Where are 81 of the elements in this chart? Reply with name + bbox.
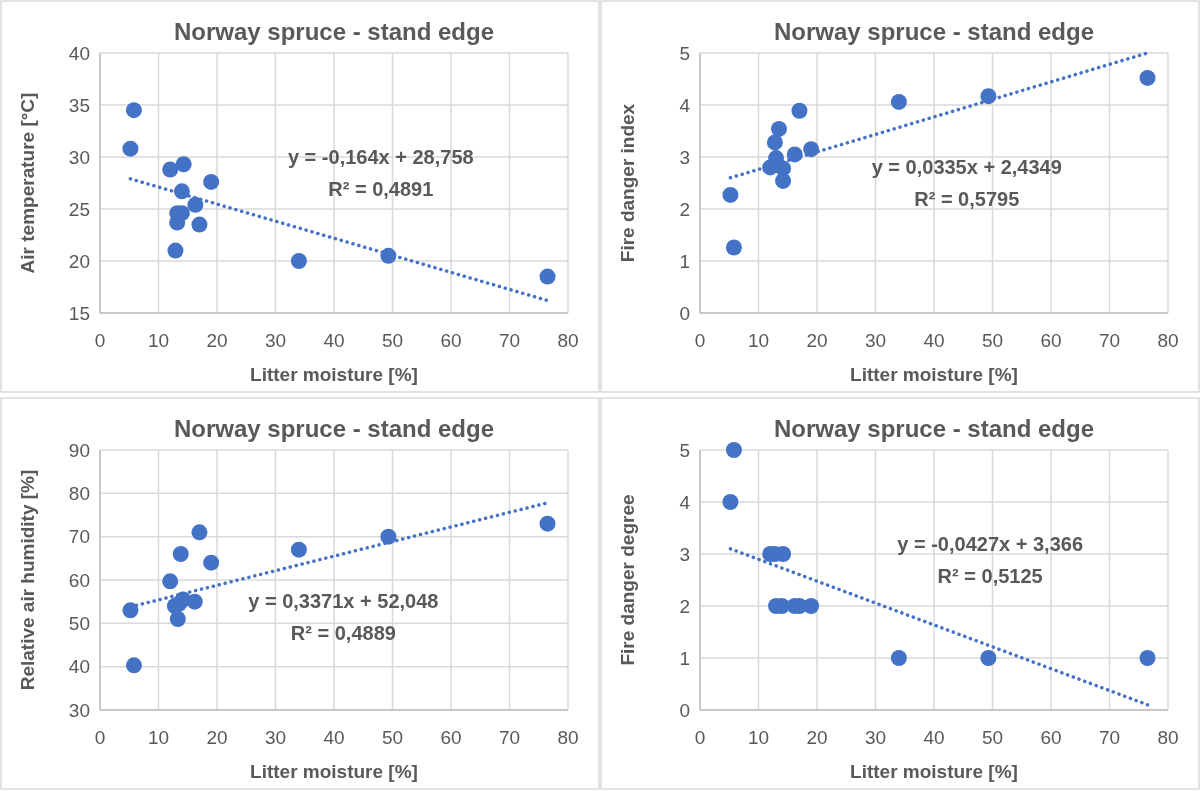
x-tick-label: 40 — [923, 727, 945, 748]
y-tick-label: 30 — [68, 146, 90, 168]
x-tick-label: 20 — [206, 330, 228, 351]
x-tick-label: 0 — [694, 330, 706, 351]
y-tick-label: 2 — [679, 198, 690, 220]
annotation: y = 0,3371x + 52,048 — [248, 589, 439, 612]
annotation: y = -0,164x + 28,758 — [287, 146, 474, 168]
x-tick-label: 80 — [1157, 330, 1179, 351]
x-tick-label: 60 — [440, 727, 462, 748]
x-tick-label: 30 — [264, 727, 287, 748]
y-tick-label: 3 — [679, 543, 690, 565]
x-tick-label: 0 — [94, 727, 106, 748]
x-tick-label: 10 — [747, 727, 770, 748]
y-tick-label: 20 — [68, 250, 90, 272]
x-tick-label: 70 — [1098, 727, 1121, 748]
y-tick-label: 2 — [679, 595, 690, 617]
x-tick-label: 80 — [1157, 727, 1179, 748]
y-tick-label: 90 — [68, 439, 90, 461]
chart-title: Norway spruce - stand edge — [773, 415, 1095, 442]
x-tick-label: 20 — [206, 727, 228, 748]
y-tick-label: 1 — [679, 647, 690, 669]
y-tick-label: 15 — [68, 302, 90, 324]
x-tick-label: 30 — [864, 330, 887, 351]
x-tick-label: 30 — [264, 330, 287, 351]
x-tick-label: 0 — [694, 727, 706, 748]
x-tick-label: 0 — [94, 330, 106, 351]
x-tick-label: 50 — [381, 727, 404, 748]
y-tick-label: 3 — [679, 146, 690, 168]
x-tick-label: 50 — [981, 330, 1004, 351]
x-tick-label: 40 — [323, 727, 345, 748]
y-tick-label: 4 — [679, 94, 691, 116]
x-tick-label: 10 — [147, 727, 170, 748]
x-tick-label: 20 — [806, 727, 828, 748]
y-tick-label: 0 — [679, 699, 690, 721]
x-axis-title: Litter moisture [%] — [250, 761, 418, 782]
x-tick-label: 20 — [806, 330, 828, 351]
x-tick-label: 60 — [440, 330, 462, 351]
y-tick-label: 40 — [68, 42, 90, 64]
y-tick-label: 50 — [68, 612, 90, 634]
y-tick-label: 40 — [68, 656, 90, 678]
annotation: y = -0,0427x + 3,366 — [897, 532, 1084, 555]
y-axis-title: Relative air humidity [%] — [17, 469, 38, 691]
x-tick-label: 40 — [323, 330, 345, 351]
chart-title: Norway spruce - stand edge — [173, 18, 495, 45]
y-axis-title: Fire danger index — [617, 103, 638, 263]
x-axis-title: Litter moisture [%] — [850, 364, 1018, 385]
y-tick-label: 4 — [679, 491, 691, 513]
x-tick-label: 10 — [747, 330, 770, 351]
x-tick-label: 70 — [498, 727, 521, 748]
annotation: y = 0,0335x + 2,4349 — [871, 156, 1062, 179]
chart-title: Norway spruce - stand edge — [173, 415, 495, 442]
annotation: R² = 0,5795 — [914, 188, 1020, 211]
x-tick-label: 10 — [147, 330, 170, 351]
x-tick-label: 50 — [981, 727, 1004, 748]
y-tick-label: 25 — [68, 198, 90, 220]
annotation: R² = 0,5125 — [937, 564, 1043, 587]
x-tick-label: 30 — [864, 727, 887, 748]
y-tick-label: 80 — [68, 482, 90, 504]
y-tick-label: 60 — [68, 569, 90, 591]
x-tick-label: 80 — [557, 330, 579, 351]
x-tick-label: 80 — [557, 727, 579, 748]
y-tick-label: 5 — [679, 42, 690, 64]
x-axis-title: Litter moisture [%] — [850, 761, 1018, 782]
annotation: R² = 0,4891 — [328, 178, 434, 200]
y-tick-label: 0 — [679, 302, 690, 324]
y-tick-label: 30 — [68, 699, 90, 721]
x-tick-label: 40 — [923, 330, 945, 351]
x-tick-label: 60 — [1040, 330, 1062, 351]
y-tick-label: 1 — [679, 250, 690, 272]
x-tick-label: 70 — [1098, 330, 1121, 351]
x-tick-label: 60 — [1040, 727, 1062, 748]
x-tick-label: 50 — [381, 330, 404, 351]
y-tick-label: 35 — [68, 94, 90, 116]
y-axis-title: Air temperature [°C] — [17, 92, 38, 274]
annotation: R² = 0,4889 — [290, 621, 396, 644]
chart-title: Norway spruce - stand edge — [773, 18, 1095, 45]
x-axis-title: Litter moisture [%] — [250, 364, 418, 385]
y-tick-label: 70 — [68, 526, 90, 548]
x-tick-label: 70 — [498, 330, 521, 351]
y-tick-label: 5 — [679, 439, 690, 461]
y-axis-title: Fire danger degree — [617, 494, 638, 666]
